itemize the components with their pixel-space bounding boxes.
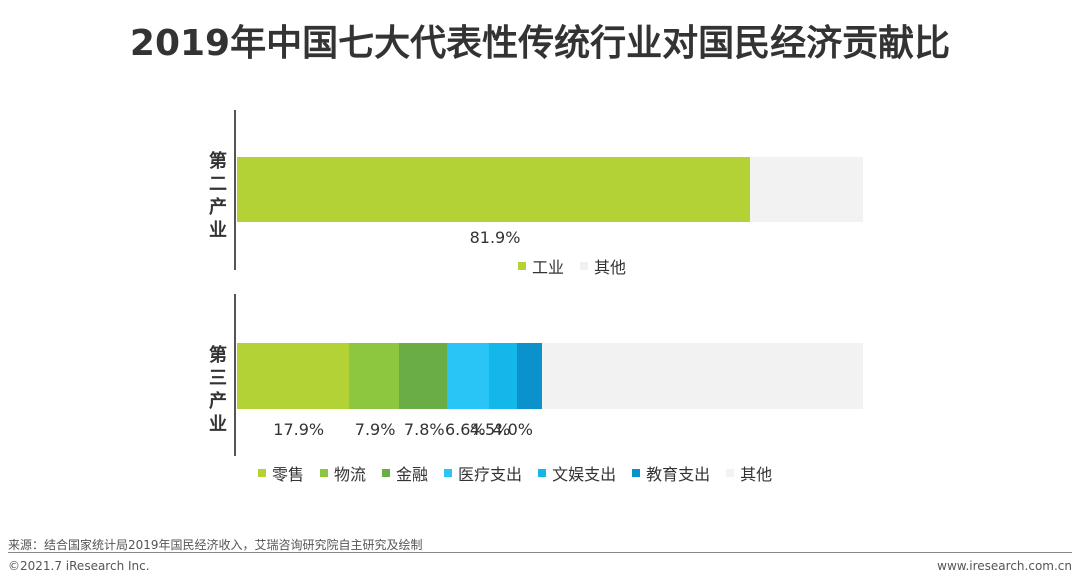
copyright: ©2021.7 iResearch Inc. xyxy=(8,559,150,573)
legend-swatch xyxy=(632,469,641,477)
data-label-tertiary-4: 4.5% xyxy=(469,420,511,439)
legend-secondary: 工业 其他 xyxy=(518,254,626,278)
bar-segment-tertiary-0 xyxy=(237,343,350,409)
data-label-tertiary-1: 7.9% xyxy=(354,420,396,439)
legend-item-tertiary-1: 物流 xyxy=(320,461,366,485)
legend-swatch xyxy=(518,262,526,270)
data-label-tertiary-3: 6.6% xyxy=(444,420,486,439)
legend-label: 其他 xyxy=(740,465,773,484)
legend-tertiary: 零售 物流 金融 医疗支出 文娱支出 教育支出 其他 xyxy=(258,461,772,485)
category-label-tertiary: 第三产业 xyxy=(209,345,227,435)
legend-swatch xyxy=(382,469,391,477)
legend-item-tertiary-5: 教育支出 xyxy=(632,461,710,485)
bar-segment-tertiary-5 xyxy=(516,343,542,409)
website-link[interactable]: www.iresearch.com.cn xyxy=(937,559,1072,573)
data-label-tertiary-5: 4.0% xyxy=(492,420,533,439)
bar-segment-tertiary-4 xyxy=(488,343,517,409)
legend-label: 教育支出 xyxy=(646,465,711,484)
footer-divider xyxy=(8,552,1072,553)
legend-swatch xyxy=(444,469,453,477)
legend-label: 其他 xyxy=(594,258,627,277)
source-note: 来源：结合国家统计局2019年国民经济收入，艾瑞咨询研究院自主研究及绘制 xyxy=(8,538,423,552)
legend-item-tertiary-0: 零售 xyxy=(258,461,304,485)
category-label-secondary: 第二产业 xyxy=(209,151,227,241)
bar-segment-secondary-0 xyxy=(237,157,750,222)
legend-label: 工业 xyxy=(532,258,565,277)
legend-swatch xyxy=(258,469,266,477)
bar-segment-tertiary-6 xyxy=(541,343,863,409)
page-title: 2019年中国七大代表性传统行业对国民经济贡献比 xyxy=(129,23,951,64)
bar-segment-tertiary-3 xyxy=(447,343,489,409)
legend-item-tertiary-6: 其他 xyxy=(726,461,772,485)
legend-label: 物流 xyxy=(334,465,367,484)
legend-swatch xyxy=(726,469,735,477)
data-label-tertiary-2: 7.8% xyxy=(403,420,445,439)
legend-item-tertiary-3: 医疗支出 xyxy=(444,461,522,485)
legend-swatch xyxy=(538,469,547,477)
bar-segment-secondary-1 xyxy=(749,157,863,222)
legend-label: 文娱支出 xyxy=(552,465,617,484)
legend-label: 金融 xyxy=(396,465,429,484)
data-label-secondary-0: 81.9% xyxy=(469,228,521,247)
legend-item-tertiary-4: 文娱支出 xyxy=(538,461,616,485)
legend-item-secondary-1: 其他 xyxy=(580,254,626,278)
legend-label: 零售 xyxy=(272,465,305,484)
legend-label: 医疗支出 xyxy=(458,465,523,484)
legend-swatch xyxy=(320,469,329,477)
bar-segment-tertiary-1 xyxy=(349,343,399,409)
bar-segment-tertiary-2 xyxy=(398,343,448,409)
y-axis-line-tertiary xyxy=(234,294,236,456)
legend-swatch xyxy=(580,262,589,270)
legend-item-secondary-0: 工业 xyxy=(518,254,564,278)
y-axis-line-secondary xyxy=(234,110,236,270)
legend-item-tertiary-2: 金融 xyxy=(382,461,428,485)
data-label-tertiary-0: 17.9% xyxy=(273,420,325,439)
